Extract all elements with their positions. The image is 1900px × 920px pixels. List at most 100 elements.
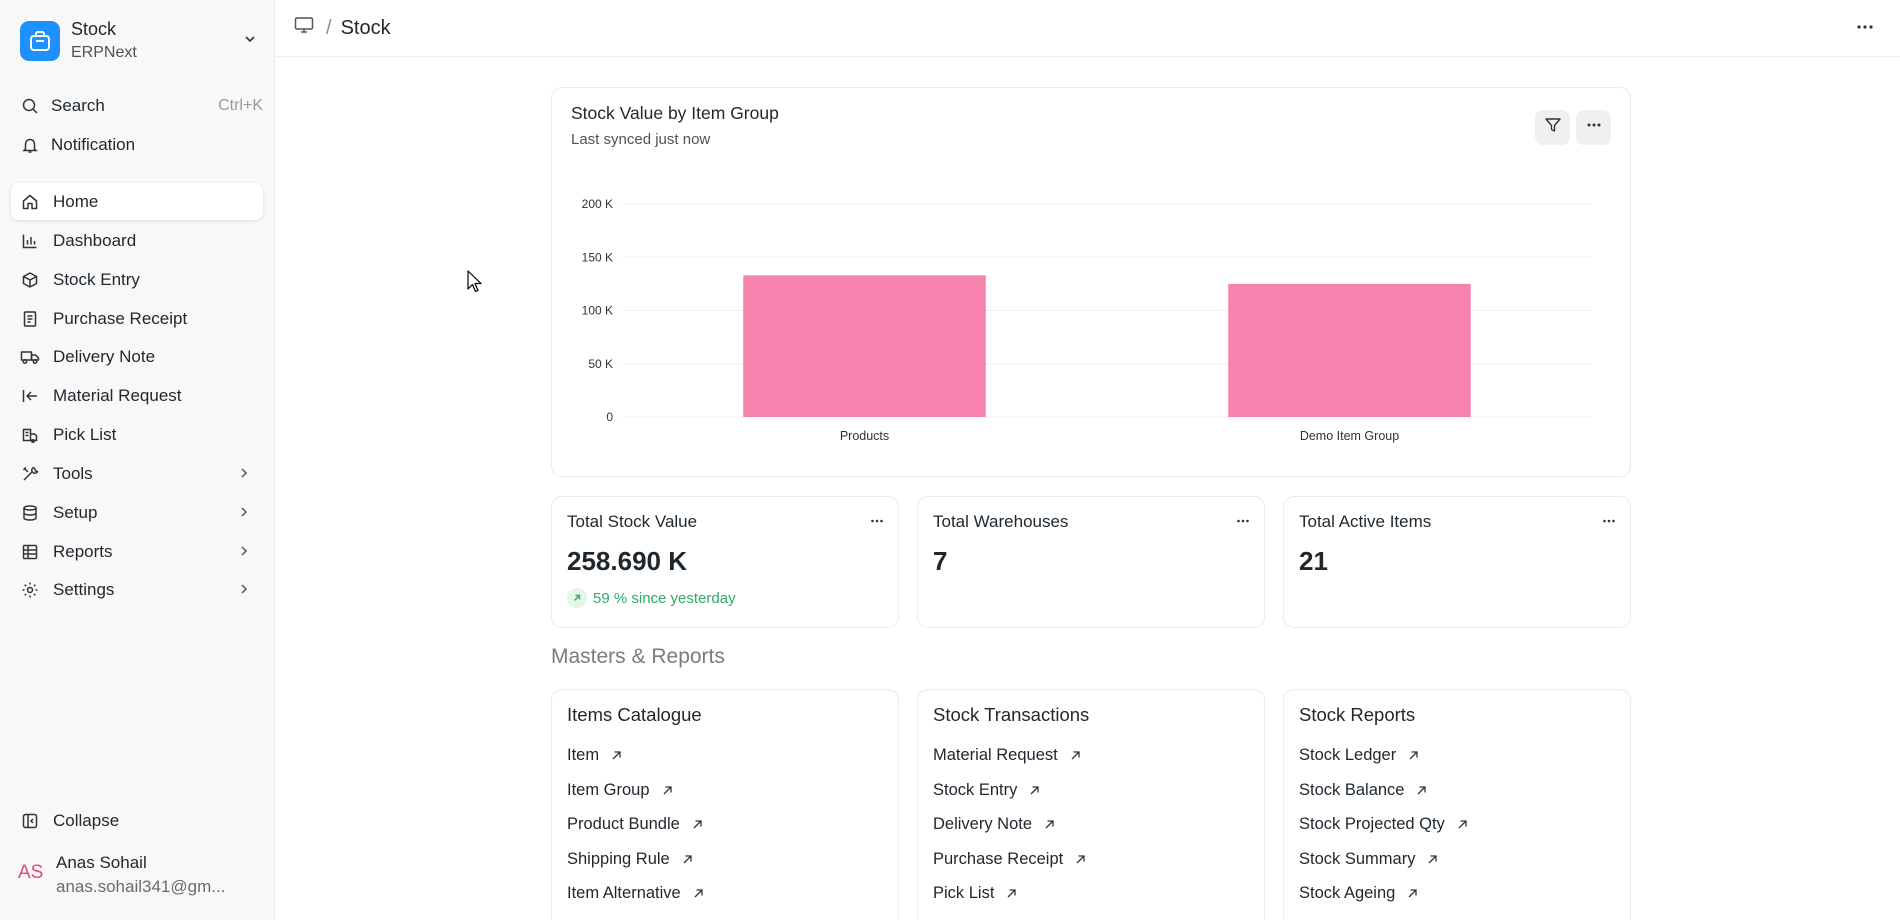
sidebar-item-home[interactable]: Home <box>11 183 263 220</box>
link-label: Stock Balance <box>1299 781 1405 799</box>
sidebar-item-pick-list[interactable]: Pick List <box>11 416 263 453</box>
search-button[interactable]: Search Ctrl+K <box>11 87 263 124</box>
sidebar-item-delivery-note[interactable]: Delivery Note <box>11 338 263 375</box>
link-label: Stock Summary <box>1299 850 1416 868</box>
arrow-up-right-icon <box>1457 819 1468 830</box>
link-item[interactable]: Stock Ledger <box>1299 746 1419 765</box>
sidebar-item-label: Dashboard <box>53 230 137 250</box>
arrow-up-right-icon <box>692 819 703 830</box>
arrow-up-right-icon <box>1070 750 1081 761</box>
database-icon <box>19 502 41 524</box>
link-item[interactable]: Stock Balance <box>1299 781 1427 800</box>
desktop-icon[interactable] <box>294 16 314 40</box>
link-item[interactable]: Stock Ageing <box>1299 884 1418 903</box>
link-item[interactable]: Product Bundle <box>567 815 703 834</box>
search-icon <box>19 95 41 117</box>
sidebar-item-label: Home <box>53 191 99 211</box>
sidebar-item-reports[interactable]: Reports <box>11 533 263 570</box>
top-bar: / Stock <box>276 0 1900 57</box>
more-options-icon[interactable] <box>1856 18 1874 41</box>
filter-button[interactable] <box>1535 110 1570 145</box>
chevron-right-icon <box>237 581 251 601</box>
bar-chart-icon <box>19 230 41 252</box>
arrow-up-right-icon <box>1044 819 1055 830</box>
link-item[interactable]: Item Alternative <box>567 884 704 903</box>
table-icon <box>19 541 41 563</box>
trend-text: 59 % since yesterday <box>593 589 736 607</box>
more-options-icon[interactable] <box>1602 514 1616 533</box>
x-tick-label: Products <box>840 429 889 443</box>
trend-indicator: 59 % since yesterday <box>567 588 736 608</box>
link-label: Item <box>567 746 600 764</box>
number-card-total-warehouses[interactable]: Total Warehouses 7 <box>917 496 1265 628</box>
link-label: Item Alternative <box>567 884 681 902</box>
link-item[interactable]: Item Group <box>567 781 673 800</box>
link-label: Stock Projected Qty <box>1299 815 1445 833</box>
page-title: Stock <box>340 16 391 39</box>
more-options-icon[interactable] <box>870 514 884 533</box>
link-item[interactable]: Material Request <box>933 746 1081 765</box>
arrow-up-right-icon <box>1416 785 1427 796</box>
link-item[interactable]: Shipping Rule <box>567 850 693 869</box>
more-options-icon[interactable] <box>1236 514 1250 533</box>
bar[interactable] <box>1228 283 1471 417</box>
link-item[interactable]: Pick List <box>933 884 1017 903</box>
trend-up-icon <box>567 588 587 608</box>
sidebar-item-material-request[interactable]: Material Request <box>11 377 263 414</box>
arrow-up-right-icon <box>662 785 673 796</box>
link-card-stock-transactions: Stock Transactions Material Request Stoc… <box>917 689 1265 920</box>
number-card-total-active-items[interactable]: Total Active Items 21 <box>1283 496 1631 628</box>
link-label: Material Request <box>933 746 1058 764</box>
collapse-button[interactable]: Collapse <box>11 802 263 839</box>
y-tick-label: 100 K <box>582 304 613 318</box>
link-item[interactable]: Stock Summary <box>1299 850 1438 869</box>
number-card-value: 258.690 K <box>567 546 687 576</box>
sidebar-item-tools[interactable]: Tools <box>11 455 263 492</box>
number-card-title: Total Warehouses <box>933 512 1069 531</box>
arrow-up-right-icon <box>611 750 622 761</box>
link-item[interactable]: Stock Projected Qty <box>1299 815 1468 834</box>
link-item[interactable]: Item <box>567 746 622 765</box>
link-label: Stock Ledger <box>1299 746 1397 764</box>
app-subtitle: ERPNext <box>71 44 137 61</box>
chart-menu-button[interactable] <box>1576 110 1611 145</box>
tools-icon <box>19 463 41 485</box>
search-shortcut: Ctrl+K <box>218 96 263 114</box>
link-item[interactable]: Delivery Note <box>933 815 1055 834</box>
sidebar-item-dashboard[interactable]: Dashboard <box>11 222 263 259</box>
app-switcher[interactable]: Stock ERPNext <box>20 19 266 63</box>
bar[interactable] <box>743 275 986 417</box>
link-card-items-catalogue: Items Catalogue Item Item Group Product … <box>551 689 899 920</box>
arrow-up-right-icon <box>1427 854 1438 865</box>
link-label: Stock Entry <box>933 781 1018 799</box>
link-card-title: Stock Transactions <box>933 704 1090 725</box>
sidebar-item-label: Delivery Note <box>53 346 156 366</box>
link-item[interactable]: Stock Entry <box>933 781 1040 800</box>
sidebar-item-setup[interactable]: Setup <box>11 494 263 531</box>
x-tick-label: Demo Item Group <box>1300 429 1399 443</box>
sidebar-item-settings[interactable]: Settings <box>11 571 263 608</box>
sidebar-item-purchase-receipt[interactable]: Purchase Receipt <box>11 300 263 337</box>
arrow-up-right-icon <box>693 888 704 899</box>
box-icon <box>19 269 41 291</box>
number-card-total-stock-value[interactable]: Total Stock Value 258.690 K 59 % since y… <box>551 496 899 628</box>
number-card-title: Total Stock Value <box>567 512 698 531</box>
notification-button[interactable]: Notification <box>11 126 263 163</box>
link-label: Purchase Receipt <box>933 850 1064 868</box>
avatar: AS <box>18 862 44 883</box>
user-menu[interactable]: AS Anas Sohail anas.sohail341@gm... <box>18 850 268 900</box>
sidebar-item-label: Stock Entry <box>53 269 140 289</box>
sidebar-item-label: Purchase Receipt <box>53 308 188 328</box>
link-item[interactable]: Purchase Receipt <box>933 850 1086 869</box>
sidebar: Stock ERPNext Search Ctrl+K Notification… <box>0 0 275 920</box>
arrow-up-right-icon <box>1408 750 1419 761</box>
arrow-up-right-icon <box>1029 785 1040 796</box>
sidebar-item-label: Reports <box>53 541 113 561</box>
sidebar-item-stock-entry[interactable]: Stock Entry <box>11 261 263 298</box>
receipt-icon <box>19 308 41 330</box>
arrow-up-right-icon <box>682 854 693 865</box>
breadcrumb: / Stock <box>294 16 391 40</box>
y-tick-label: 0 <box>606 410 613 424</box>
collapse-label: Collapse <box>53 810 120 830</box>
sidebar-item-label: Material Request <box>53 385 182 405</box>
